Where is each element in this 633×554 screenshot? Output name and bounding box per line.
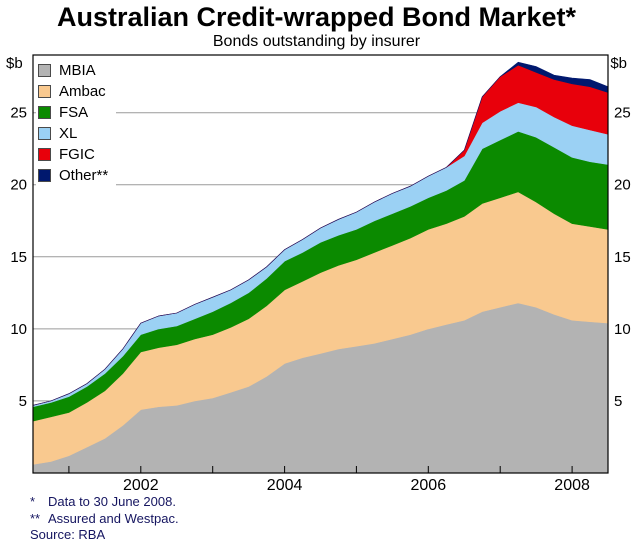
- legend-label-FGIC: FGIC: [59, 146, 95, 163]
- footnote-2-text: Assured and Westpac.: [48, 510, 179, 526]
- footnote-1: * Data to 30 June 2008.: [30, 494, 633, 511]
- footnote-1-marker: *: [30, 494, 36, 509]
- y-unit-left: $b: [6, 55, 23, 72]
- legend-item-MBIA: MBIA: [38, 60, 108, 81]
- plot-frame: [32, 54, 609, 474]
- legend-swatch-MBIA: [38, 64, 51, 77]
- source-note-text: Source: RBA: [30, 527, 106, 542]
- x-label-2004: 2004: [267, 477, 303, 492]
- x-label-2006: 2006: [411, 477, 447, 492]
- footnote-2: ** Assured and Westpac.: [30, 511, 633, 528]
- legend-swatch-Ambac: [38, 85, 51, 98]
- legend-swatch-Other: [38, 169, 51, 182]
- x-label-2008: 2008: [554, 477, 590, 492]
- y-unit-right: $b: [610, 55, 627, 72]
- footnotes: * Data to 30 June 2008. ** Assured and W…: [0, 494, 633, 544]
- chart-subtitle: Bonds outstanding by insurer: [212, 33, 421, 50]
- legend-item-Other: Other**: [38, 165, 108, 186]
- source-note: Source: RBA: [30, 527, 633, 544]
- legend-swatch-FGIC: [38, 148, 51, 161]
- legend-item-FSA: FSA: [38, 102, 108, 123]
- y-label-right-15: 15: [614, 249, 631, 266]
- y-label-right-20: 20: [614, 177, 631, 194]
- y-label-left-5: 5: [19, 393, 27, 410]
- legend-label-Ambac: Ambac: [59, 83, 106, 100]
- legend-item-FGIC: FGIC: [38, 144, 108, 165]
- y-label-right-25: 25: [614, 105, 631, 122]
- x-label-2002: 2002: [123, 477, 159, 492]
- footnote-2-marker: **: [30, 510, 41, 526]
- legend-item-XL: XL: [38, 123, 108, 144]
- legend-label-FSA: FSA: [59, 104, 89, 121]
- legend-swatch-XL: [38, 127, 51, 140]
- y-label-left-25: 25: [10, 105, 27, 122]
- legend-item-Ambac: Ambac: [38, 81, 108, 102]
- y-label-right-5: 5: [614, 393, 622, 410]
- footnote-1-text: Data to 30 June 2008.: [48, 494, 176, 509]
- legend-label-XL: XL: [59, 125, 78, 142]
- y-label-right-10: 10: [614, 321, 631, 338]
- y-label-left-10: 10: [10, 321, 27, 338]
- y-label-left-15: 15: [10, 249, 27, 266]
- plot-svg: 5 5 10 10 15 15 20 20 25 25 $b $b 2002 2004 2006 2008: [6, 54, 631, 492]
- legend: MBIA Ambac FSA XL FGIC Other**: [36, 58, 117, 188]
- y-label-left-20: 20: [10, 177, 27, 194]
- legend-swatch-FSA: [38, 106, 51, 119]
- legend-label-Other: Other**: [59, 167, 109, 184]
- legend-label-MBIA: MBIA: [59, 62, 96, 79]
- chart-title: Australian Credit-wrapped Bond Market*: [56, 2, 577, 32]
